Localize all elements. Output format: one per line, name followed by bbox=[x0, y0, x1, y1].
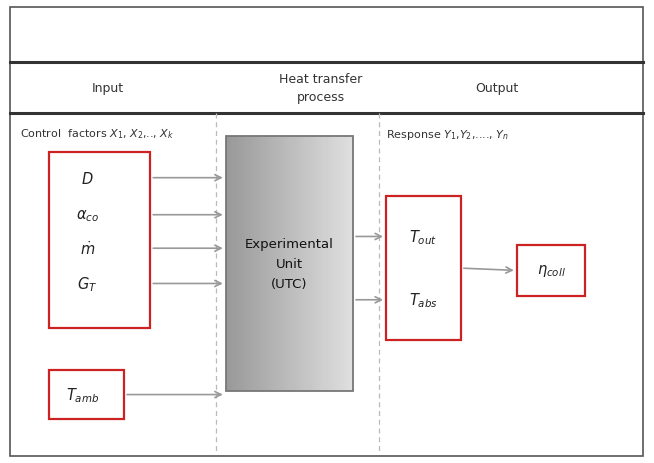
Text: Output: Output bbox=[475, 81, 519, 94]
Bar bbox=[340, 137, 344, 391]
Bar bbox=[267, 137, 271, 391]
Bar bbox=[321, 137, 325, 391]
Bar bbox=[49, 370, 124, 419]
Bar bbox=[226, 137, 230, 391]
Bar bbox=[238, 137, 242, 391]
Bar bbox=[286, 137, 290, 391]
Text: $T_{abs}$: $T_{abs}$ bbox=[409, 291, 438, 309]
Bar bbox=[386, 197, 461, 340]
Text: Response $Y_1$,$Y_2$,...., $Y_n$: Response $Y_1$,$Y_2$,...., $Y_n$ bbox=[386, 127, 509, 141]
Bar bbox=[337, 137, 341, 391]
Bar bbox=[305, 137, 309, 391]
Bar bbox=[328, 137, 332, 391]
Bar bbox=[331, 137, 335, 391]
Bar bbox=[318, 137, 322, 391]
Bar bbox=[248, 137, 252, 391]
Text: $\alpha_{co}$: $\alpha_{co}$ bbox=[76, 207, 99, 223]
Bar bbox=[49, 153, 150, 329]
Text: $T_{amb}$: $T_{amb}$ bbox=[66, 385, 99, 404]
Bar bbox=[245, 137, 249, 391]
Bar bbox=[277, 137, 281, 391]
Bar bbox=[241, 137, 245, 391]
Text: $\dot{m}$: $\dot{m}$ bbox=[80, 240, 95, 257]
Bar bbox=[273, 137, 277, 391]
Bar bbox=[283, 137, 287, 391]
Bar bbox=[235, 137, 239, 391]
Bar bbox=[324, 137, 328, 391]
Bar bbox=[315, 137, 318, 391]
Bar bbox=[312, 137, 316, 391]
Bar bbox=[226, 137, 353, 391]
Bar bbox=[251, 137, 255, 391]
Text: $G_T$: $G_T$ bbox=[77, 275, 97, 293]
Bar bbox=[299, 137, 303, 391]
Bar bbox=[254, 137, 258, 391]
Bar bbox=[229, 137, 233, 391]
Text: Control  factors $X_1$, $X_2$,.., $X_k$: Control factors $X_1$, $X_2$,.., $X_k$ bbox=[20, 127, 174, 141]
Bar bbox=[264, 137, 267, 391]
Bar bbox=[232, 137, 236, 391]
Bar bbox=[289, 137, 293, 391]
Bar bbox=[292, 137, 296, 391]
Bar bbox=[296, 137, 300, 391]
Bar bbox=[261, 137, 264, 391]
Bar bbox=[334, 137, 338, 391]
Text: Heat transfer
process: Heat transfer process bbox=[279, 73, 362, 103]
Bar bbox=[350, 137, 354, 391]
Text: $D$: $D$ bbox=[81, 170, 94, 186]
Bar bbox=[280, 137, 284, 391]
Bar bbox=[309, 137, 313, 391]
Bar bbox=[258, 137, 262, 391]
Text: $\eta_{coll}$: $\eta_{coll}$ bbox=[536, 263, 566, 279]
Bar bbox=[343, 137, 347, 391]
Bar bbox=[347, 137, 351, 391]
Bar bbox=[270, 137, 274, 391]
Bar bbox=[517, 245, 585, 296]
Text: Experimental
Unit
(UTC): Experimental Unit (UTC) bbox=[245, 238, 334, 290]
Bar bbox=[302, 137, 306, 391]
Text: $T_{out}$: $T_{out}$ bbox=[409, 228, 438, 246]
Text: Input: Input bbox=[92, 81, 124, 94]
